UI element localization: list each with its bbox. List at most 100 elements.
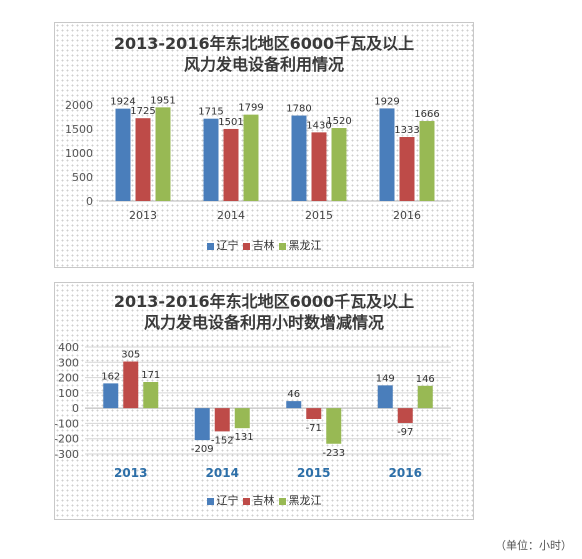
bar [234, 408, 250, 429]
chart-legend: 辽宁 吉林 黑龙江 [55, 237, 473, 253]
bar [155, 107, 171, 201]
y-tick-label: 200 [58, 372, 79, 385]
legend-label: 黑龙江 [288, 239, 322, 252]
bar [306, 408, 322, 419]
bar [243, 114, 259, 201]
legend-swatch [242, 497, 250, 505]
bar [326, 408, 342, 444]
legend-swatch [242, 242, 250, 250]
y-tick-label: -100 [55, 417, 79, 430]
data-label: -71 [306, 423, 322, 434]
legend-item: 吉林 [242, 237, 275, 253]
data-label: 305 [121, 350, 140, 361]
legend-label: 吉林 [252, 494, 275, 507]
data-label: 171 [141, 370, 160, 381]
bar [143, 382, 159, 409]
legend-item: 辽宁 [206, 492, 239, 508]
y-tick-label: -300 [55, 448, 79, 461]
y-tick-label: -200 [55, 433, 79, 446]
data-label: 1924 [110, 97, 135, 108]
bar [311, 132, 327, 201]
y-tick-label: 0 [72, 402, 79, 415]
y-tick-label: 500 [72, 171, 93, 184]
bar [331, 128, 347, 201]
data-label: 1799 [238, 103, 263, 114]
bar [214, 408, 230, 432]
y-tick-label: 400 [58, 341, 79, 354]
legend-item: 吉林 [242, 492, 275, 508]
chart-title-line1: 2013-2016年东北地区6000千瓦及以上 [113, 292, 415, 311]
chart-legend: 辽宁 吉林 黑龙江 [55, 492, 473, 508]
y-tick-label: 0 [86, 195, 93, 208]
bar [194, 408, 210, 441]
bar [223, 128, 239, 201]
legend-label: 吉林 [252, 239, 275, 252]
bar [115, 108, 131, 201]
data-label: 1666 [414, 109, 439, 120]
data-label: 1929 [374, 96, 399, 107]
chart-title-line2: 风力发电设备利用小时数增减情况 [143, 313, 384, 332]
x-tick-label: 2016 [393, 209, 421, 222]
data-label: -209 [191, 444, 214, 455]
chart-title-line2: 风力发电设备利用情况 [183, 55, 344, 74]
data-label: -152 [211, 435, 234, 446]
unit-note: （单位：小时） [495, 539, 572, 552]
data-label: 1501 [218, 117, 243, 128]
x-tick-label: 2013 [129, 209, 157, 222]
legend-label: 黑龙江 [288, 494, 322, 507]
bar [135, 118, 151, 201]
chart-panel-change: 2013-2016年东北地区6000千瓦及以上 风力发电设备利用小时数增减情况 … [54, 282, 474, 520]
x-tick-label: 2016 [389, 466, 422, 480]
legend-swatch [206, 497, 214, 505]
legend-item: 辽宁 [206, 237, 239, 253]
x-tick-label: 2013 [114, 466, 147, 480]
data-label: 1430 [306, 120, 331, 131]
legend-swatch [278, 497, 286, 505]
legend-swatch [206, 242, 214, 250]
data-label: 1520 [326, 116, 351, 127]
chart-panel-utilization: 2013-2016年东北地区6000千瓦及以上 风力发电设备利用情况 0 500 1… [54, 22, 474, 268]
bar [379, 108, 395, 201]
legend-label: 辽宁 [216, 494, 239, 507]
bar [419, 121, 435, 201]
bar [291, 115, 307, 201]
legend-item: 黑龙江 [278, 237, 322, 253]
x-tick-label: 2015 [297, 466, 330, 480]
bar [397, 408, 413, 423]
bar [417, 385, 433, 409]
data-label: -97 [397, 427, 413, 438]
data-label: 1333 [394, 125, 419, 136]
y-tick-label: 100 [58, 387, 79, 400]
x-tick-label: 2014 [206, 466, 239, 480]
data-label: 1951 [150, 95, 175, 106]
chart-title: 2013-2016年东北地区6000千瓦及以上 风力发电设备利用小时数增减情况 [55, 291, 473, 333]
bar [203, 118, 219, 201]
x-tick-label: 2014 [217, 209, 245, 222]
y-tick-label: 1500 [65, 123, 93, 136]
y-tick-label: 1000 [65, 147, 93, 160]
data-label: 149 [376, 373, 395, 384]
legend-item: 黑龙江 [278, 492, 322, 508]
data-label: 1780 [286, 104, 311, 115]
data-label: 162 [101, 371, 120, 382]
bar [103, 383, 119, 409]
bar [377, 385, 393, 409]
bar [399, 137, 415, 201]
y-tick-label: 2000 [65, 99, 93, 112]
chart-title-line1: 2013-2016年东北地区6000千瓦及以上 [113, 34, 415, 53]
chart-title: 2013-2016年东北地区6000千瓦及以上 风力发电设备利用情况 [55, 33, 473, 75]
x-tick-label: 2015 [305, 209, 333, 222]
data-label: 1715 [198, 107, 223, 118]
data-label: -131 [231, 432, 254, 443]
data-label: -233 [322, 448, 345, 459]
legend-label: 辽宁 [216, 239, 239, 252]
data-label: 46 [287, 389, 300, 400]
bar [286, 401, 302, 409]
data-label: 146 [416, 374, 435, 385]
bar [123, 361, 139, 409]
y-tick-label: 300 [58, 356, 79, 369]
legend-swatch [278, 242, 286, 250]
data-label: 1725 [130, 106, 155, 117]
